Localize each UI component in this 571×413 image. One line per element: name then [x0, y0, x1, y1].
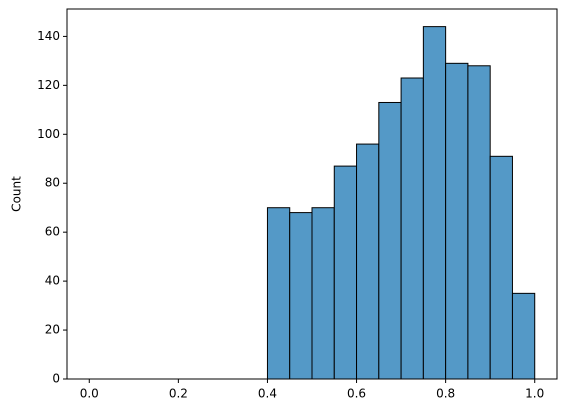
- bar: [400, 77, 424, 380]
- bar: [378, 101, 402, 380]
- y-axis-label: Count: [10, 176, 24, 212]
- y-tick-label: 120: [37, 78, 60, 92]
- bar: [422, 26, 447, 380]
- bar: [266, 207, 291, 380]
- y-tick-label: 80: [45, 176, 60, 190]
- bar: [311, 207, 335, 380]
- bar: [467, 65, 491, 380]
- bar: [489, 155, 513, 380]
- y-tick-label: 100: [37, 127, 60, 141]
- bar: [333, 165, 358, 380]
- bar: [445, 62, 469, 380]
- bar: [356, 143, 380, 380]
- x-tick-label: 0.6: [347, 387, 366, 401]
- x-tick-label: 0.4: [258, 387, 277, 401]
- y-tick-label: 40: [45, 274, 60, 288]
- x-tick-label: 0.0: [80, 387, 99, 401]
- x-tick-label: 0.8: [436, 387, 455, 401]
- x-tick-label: 0.2: [169, 387, 188, 401]
- bar: [289, 212, 313, 380]
- x-tick-label: 1.0: [525, 387, 544, 401]
- bar: [511, 292, 536, 380]
- y-tick-label: 20: [45, 323, 60, 337]
- y-tick-label: 0: [52, 372, 60, 386]
- y-tick-label: 140: [37, 29, 60, 43]
- axes-frame: [66, 8, 558, 380]
- y-tick-label: 60: [45, 225, 60, 239]
